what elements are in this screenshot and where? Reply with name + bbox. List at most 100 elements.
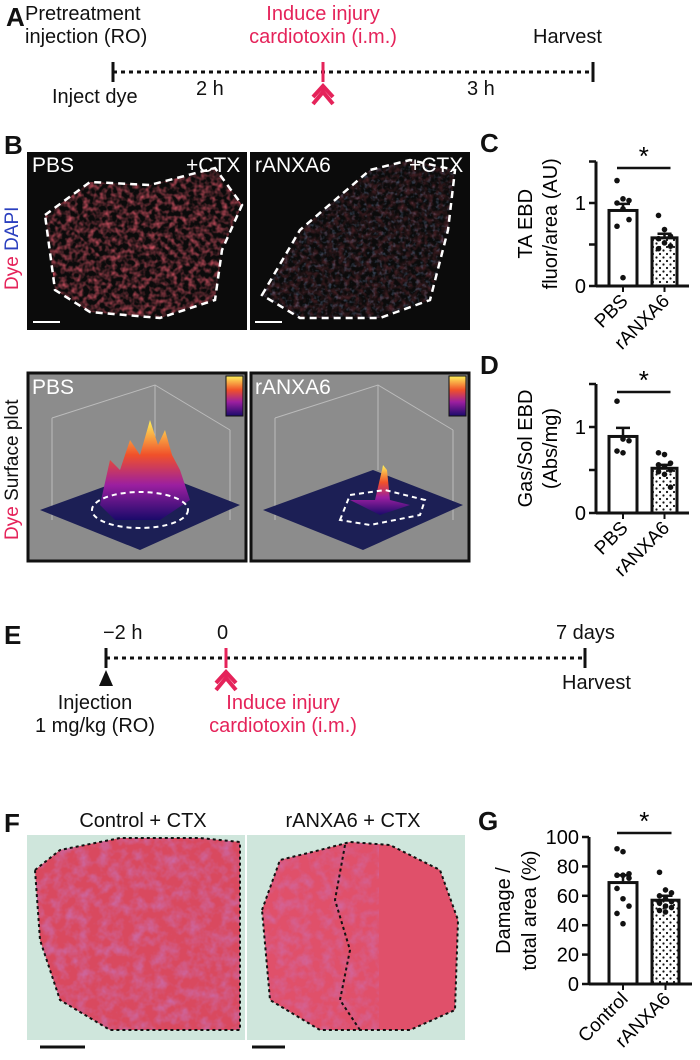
data-point: [614, 223, 620, 230]
y-axis-label: Gas/Sol EBD: [515, 390, 537, 508]
timeline-a: [111, 62, 595, 106]
data-point: [620, 206, 626, 212]
injury-arrow-icon: [214, 669, 238, 692]
histology-title-ranxa6: rANXA6 + CTX: [285, 810, 421, 832]
bar-PBS: [607, 434, 639, 515]
dye-label: Dye: [2, 256, 23, 290]
panel-label-a: A: [6, 2, 25, 32]
y-tick-label: 60: [557, 886, 579, 908]
pretreatment-label: Pretreatment injection (RO): [25, 3, 147, 49]
plot-title-pbs: PBS: [32, 376, 75, 399]
histology-image-control: [27, 835, 245, 1049]
time-7-days: 7 days: [556, 622, 615, 644]
data-point: [667, 484, 674, 491]
colorbar: [448, 375, 467, 417]
data-point: [667, 243, 674, 249]
y-tick-label: 20: [557, 945, 579, 967]
data-point: [614, 200, 620, 206]
data-point: [656, 869, 663, 876]
data-point: [667, 233, 674, 239]
dapi-label: DAPI: [2, 206, 23, 251]
data-point: [667, 467, 674, 473]
data-point: [668, 904, 675, 911]
data-point: [661, 471, 668, 478]
data-point: [661, 463, 668, 470]
timeline-e: [99, 648, 587, 692]
data-point: [668, 890, 675, 896]
data-point: [626, 870, 632, 877]
injury-arrow-icon: [311, 83, 335, 106]
time-minus-2h: −2 h: [103, 622, 143, 644]
data-point: [662, 887, 669, 893]
image-condition-ranxa6: +CTX: [409, 154, 464, 177]
image-title-pbs: PBS: [32, 154, 75, 177]
data-point: [655, 468, 662, 475]
y-tick-label: 0: [575, 503, 586, 525]
data-point: [656, 907, 663, 914]
interval-2h: 2 h: [196, 78, 224, 100]
data-point: [662, 895, 669, 902]
data-point: [620, 196, 626, 202]
induce-line1: Induce injury: [266, 3, 380, 25]
data-point: [667, 460, 674, 466]
image-condition-pbs: +CTX: [186, 154, 241, 177]
induce-injury-label: Induce injury cardiotoxin (i.m.): [249, 3, 397, 49]
data-point: [614, 448, 620, 454]
panel-label-b: B: [4, 130, 23, 160]
data-point: [620, 436, 626, 442]
y-axis-label: TA EBD: [515, 189, 537, 259]
dye-label: Dye: [2, 506, 23, 540]
y-axis-label: fluor/area (AU): [540, 158, 562, 289]
image-title-ranxa6: rANXA6: [255, 154, 331, 177]
data-point: [655, 212, 662, 219]
y-axis-label: Damage /: [493, 867, 515, 954]
panel-label-d: D: [480, 350, 499, 380]
panel-label-c: C: [480, 128, 499, 158]
bar-PBS: [607, 208, 639, 288]
plot-title-ranxa6: rANXA6: [255, 376, 331, 399]
inject-dye-label: Inject dye: [52, 86, 138, 108]
injection-line2: 1 mg/kg (RO): [34, 715, 156, 737]
significance-star: *: [639, 141, 649, 171]
y-tick-label: 40: [557, 915, 579, 937]
colorbar: [225, 375, 244, 417]
fluorescence-image-pbs: [27, 152, 247, 330]
y-tick-label: 80: [557, 856, 579, 878]
surface-plot-label: Surface plot: [2, 399, 23, 501]
data-point: [620, 848, 626, 855]
panel-label-e: E: [4, 620, 22, 650]
histology-image-ranxa6: [247, 835, 465, 1049]
injection-label: Injection 1 mg/kg (RO): [35, 692, 155, 738]
data-point: [620, 895, 626, 902]
data-point: [668, 898, 675, 905]
data-point: [662, 903, 669, 909]
data-point: [614, 885, 620, 892]
data-point: [626, 437, 632, 444]
data-point: [620, 872, 626, 879]
data-point: [655, 245, 662, 252]
data-point: [626, 216, 632, 223]
interval-3h: 3 h: [467, 78, 495, 100]
panel-label-f: F: [4, 808, 20, 838]
data-point: [656, 900, 663, 906]
data-point: [614, 845, 620, 852]
fluorescence-image-ranxa6: [250, 152, 470, 330]
data-point: [655, 450, 662, 456]
data-point: [661, 240, 668, 246]
data-point: [620, 920, 626, 927]
data-point: [655, 462, 662, 468]
data-point: [662, 909, 669, 915]
error-bar: [657, 232, 672, 238]
surface-plot-ranxa6: [249, 371, 471, 563]
histology-title-control: Control + CTX: [79, 810, 207, 832]
y-axis-label: (Abs/mg): [540, 408, 562, 489]
y-tick-label: 1: [575, 417, 586, 439]
data-point: [614, 177, 620, 184]
panel-label-g: G: [478, 806, 499, 836]
y-tick-label: 0: [575, 276, 586, 298]
data-point: [626, 903, 632, 909]
